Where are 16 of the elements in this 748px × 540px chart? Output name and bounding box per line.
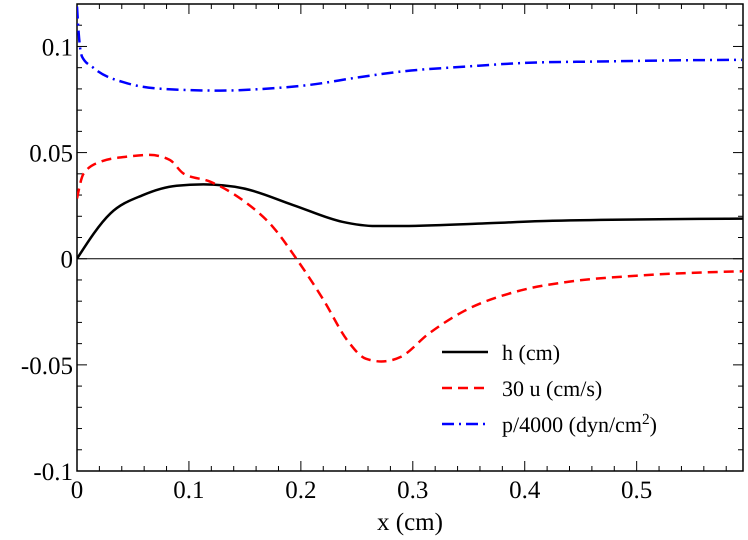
x-tick-label: 0.5	[621, 477, 652, 504]
legend-label: 30 u (cm/s)	[502, 376, 602, 401]
legend-label: h (cm)	[502, 340, 560, 365]
x-tick-label: 0.1	[173, 477, 205, 504]
y-tick-label: 0.1	[42, 34, 73, 62]
line-series	[77, 5, 743, 92]
y-tick-label: 0	[60, 246, 73, 274]
legend-label: p/4000 (dyn/cm$^{2}$)	[502, 410, 657, 437]
y-tick-label: -0.1	[33, 459, 73, 486]
x-tick-label: 0.3	[397, 477, 428, 504]
y-tick-label: -0.05	[20, 352, 73, 380]
x-tick-label: 0.4	[509, 477, 541, 504]
x-tick-label: 0.2	[285, 477, 316, 504]
y-tick-label: 0.05	[29, 140, 73, 168]
x-axis-title: x (cm)	[377, 509, 443, 536]
line-series	[77, 154, 743, 363]
